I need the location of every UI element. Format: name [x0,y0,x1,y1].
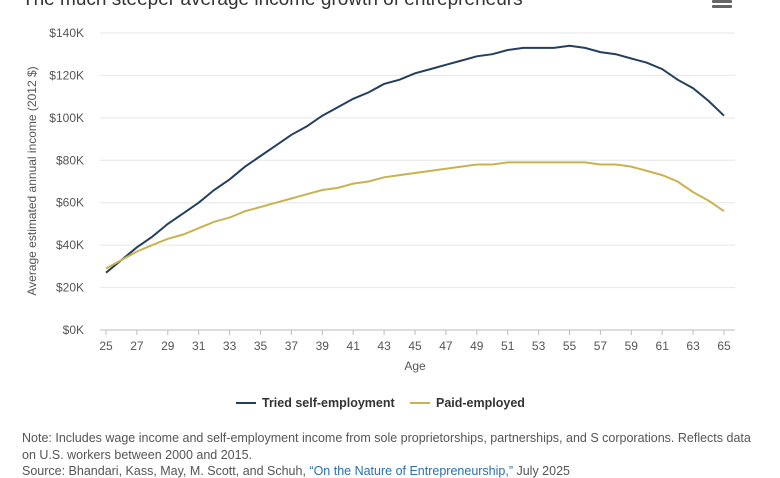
source-date: July 2025 [513,464,570,478]
x-tick-label: 27 [130,339,144,353]
x-tick-label: 51 [501,339,515,353]
x-tick-label: 61 [656,339,670,353]
x-tick-label: 47 [439,339,453,353]
y-tick-label: $100K [49,111,84,125]
x-tick-label: 49 [470,339,484,353]
x-tick-label: 65 [717,339,731,353]
y-tick-label: $0K [63,323,84,337]
x-tick-label: 55 [563,339,577,353]
x-tick-label: 29 [161,339,175,353]
hamburger-menu-icon[interactable] [712,0,732,12]
y-tick-label: $140K [49,26,84,40]
source-text: Source: Bhandari, Kass, May, M. Scott, a… [22,464,310,478]
y-tick-label: $60K [56,196,84,210]
legend-label: Tried self-employment [262,396,396,410]
x-tick-label: 63 [686,339,700,353]
x-tick-label: 35 [254,339,268,353]
series-line-paid-employed [105,161,725,270]
y-tick-label: $80K [56,153,84,167]
x-tick-label: 59 [625,339,639,353]
x-tick-label: 39 [316,339,330,353]
x-tick-label: 41 [347,339,361,353]
x-tick-label: 43 [377,339,391,353]
chart-title: The much steeper average income growth o… [22,0,523,11]
x-axis-label: Age [404,359,426,373]
y-tick-label: $120K [49,68,84,82]
x-tick-label: 45 [408,339,422,353]
x-tick-label: 25 [99,339,113,353]
chart-note: Note: Includes wage income and self-empl… [22,431,751,462]
legend-label: Paid-employed [436,396,525,410]
x-tick-label: 53 [532,339,546,353]
chart-source: Source: Bhandari, Kass, May, M. Scott, a… [22,464,570,478]
y-axis-label: Average estimated annual income (2012 $) [25,66,39,295]
y-tick-label: $20K [56,281,84,295]
x-tick-label: 37 [285,339,299,353]
line-chart: $0K $20K $40K $60K $80K $100K $120K $140K 25 27 29… [25,26,735,410]
y-tick-label: $40K [56,238,84,252]
x-tick-label: 31 [192,339,206,353]
x-tick-label: 57 [594,339,608,353]
series-line-tried-self-employment [105,44,725,274]
source-link[interactable]: “On the Nature of Entrepreneurship,” [309,464,513,478]
x-tick-label: 33 [223,339,237,353]
